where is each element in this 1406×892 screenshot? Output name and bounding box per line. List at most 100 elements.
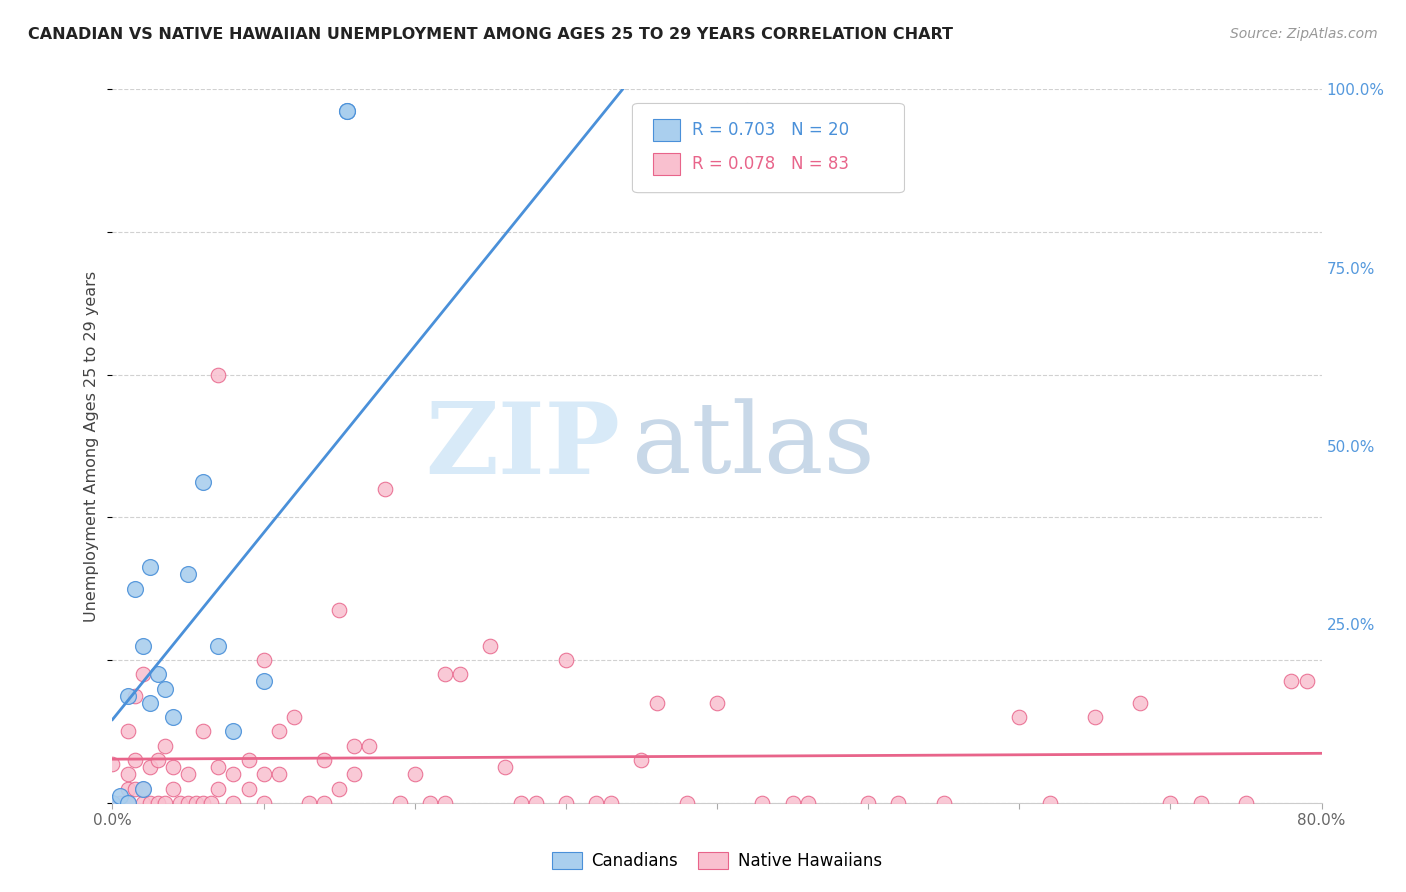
Point [1084,710,1107,724]
Point [1038,796,1062,810]
Point [207,781,229,796]
Point [1129,696,1152,710]
Point [177,567,200,582]
Point [238,781,260,796]
Point [108,796,131,810]
Point [222,796,245,810]
Point [267,724,290,739]
Point [267,767,290,781]
Point [117,724,139,739]
Text: ZIP: ZIP [426,398,620,494]
Point [433,796,456,810]
Point [675,796,697,810]
Point [238,753,260,767]
Point [585,796,607,810]
Point [554,796,576,810]
FancyBboxPatch shape [652,153,679,175]
Point [509,796,531,810]
Point [177,767,200,781]
Point [132,781,155,796]
Point [253,653,276,667]
Point [630,753,652,767]
Point [328,781,350,796]
Point [1279,674,1302,689]
Point [155,796,177,810]
Point [108,789,131,803]
Point [101,756,124,771]
Point [177,796,200,810]
Text: R = 0.078   N = 83: R = 0.078 N = 83 [692,155,849,173]
Point [388,796,411,810]
Point [524,796,547,810]
Point [479,639,502,653]
Point [132,639,155,653]
Point [191,475,214,489]
Point [343,767,366,781]
Text: atlas: atlas [633,398,875,494]
Point [298,796,321,810]
Point [101,796,124,810]
Point [124,753,146,767]
Point [343,739,366,753]
Text: CANADIAN VS NATIVE HAWAIIAN UNEMPLOYMENT AMONG AGES 25 TO 29 YEARS CORRELATION C: CANADIAN VS NATIVE HAWAIIAN UNEMPLOYMENT… [28,27,953,42]
Point [419,796,441,810]
Point [132,667,155,681]
Point [706,696,728,710]
Point [932,796,955,810]
FancyBboxPatch shape [652,120,679,141]
Point [314,753,336,767]
Point [495,760,517,774]
Point [146,667,169,681]
Point [1234,796,1257,810]
Point [155,739,177,753]
Point [433,667,456,681]
Point [222,767,245,781]
Point [162,760,184,774]
Point [1295,674,1317,689]
Point [374,482,396,496]
Point [184,796,207,810]
Point [253,767,276,781]
Point [207,760,229,774]
Point [117,767,139,781]
Point [600,796,623,810]
Text: R = 0.703   N = 20: R = 0.703 N = 20 [692,121,849,139]
Point [1159,796,1181,810]
Point [856,796,880,810]
Point [146,753,169,767]
Point [139,796,162,810]
Point [117,781,139,796]
Legend: Canadians, Native Hawaiians: Canadians, Native Hawaiians [546,845,889,877]
Text: Source: ZipAtlas.com: Source: ZipAtlas.com [1230,27,1378,41]
Point [359,739,381,753]
Point [253,796,276,810]
Point [283,710,305,724]
Point [751,796,773,810]
Point [117,796,139,810]
Point [146,796,169,810]
Point [336,103,359,118]
Point [101,796,124,810]
Point [162,710,184,724]
Point [404,767,426,781]
Point [449,667,471,681]
Point [1189,796,1212,810]
FancyBboxPatch shape [633,103,904,193]
Point [139,760,162,774]
Point [117,796,139,810]
Point [314,796,336,810]
Point [191,796,214,810]
Point [124,582,146,596]
Point [200,796,222,810]
Point [132,781,155,796]
Point [169,796,191,810]
Point [139,696,162,710]
Point [117,689,139,703]
Y-axis label: Unemployment Among Ages 25 to 29 years: Unemployment Among Ages 25 to 29 years [84,270,100,622]
Point [253,674,276,689]
Point [207,639,229,653]
Point [887,796,910,810]
Point [132,796,155,810]
Point [1008,710,1031,724]
Point [162,781,184,796]
